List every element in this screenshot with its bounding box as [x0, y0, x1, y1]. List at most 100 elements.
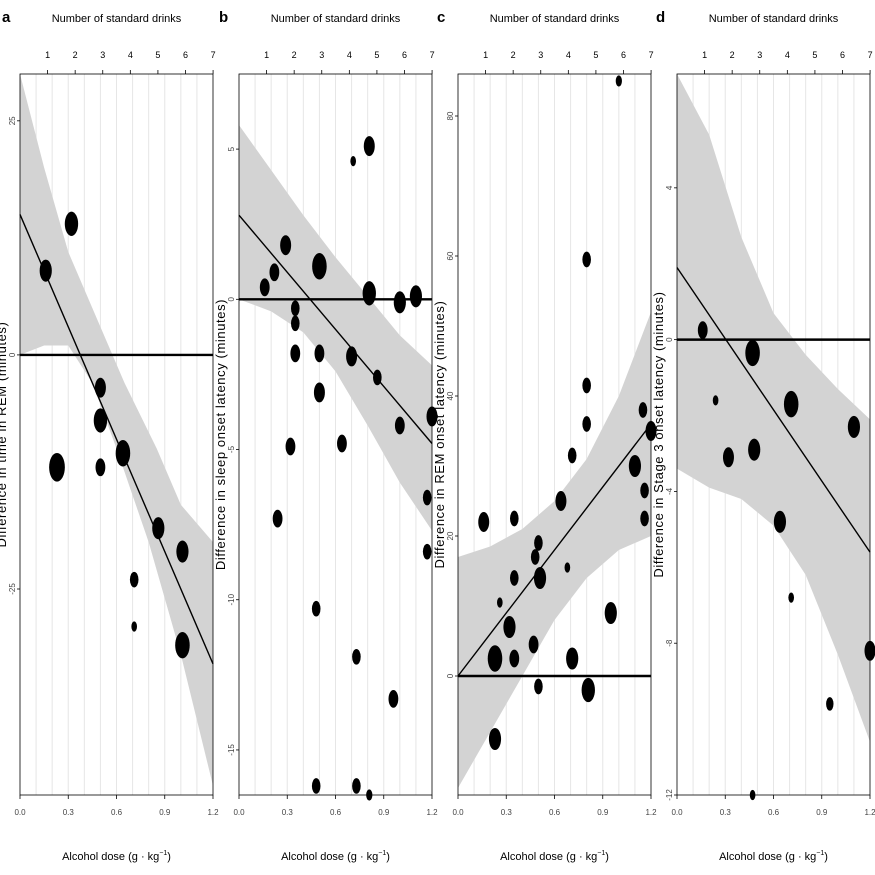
regression-line [19, 214, 214, 665]
top-axis-title: Number of standard drinks [271, 13, 401, 25]
x-tick-label: 0.0 [671, 808, 683, 817]
data-point [582, 251, 591, 268]
top-tick-label: 3 [757, 50, 762, 60]
data-point [788, 592, 795, 603]
data-point [64, 211, 79, 236]
data-point [509, 649, 520, 668]
top-tick-label: 6 [183, 50, 188, 60]
x-axis-title-close: ) [605, 851, 609, 863]
y-tick-label: 80 [446, 111, 455, 120]
data-point [745, 339, 760, 367]
data-point [530, 549, 540, 565]
data-point [39, 259, 52, 282]
confidence-band [677, 74, 870, 742]
data-point [582, 416, 591, 432]
panel-c: 0.0 0.3 0.6 0.9 1.2 80 60 40 20 0 1 2 3 4 5 6 7 Number of… [432, 9, 657, 863]
x-tick-label: 0.0 [14, 808, 26, 817]
x-axis-title-close: ) [386, 851, 390, 863]
confidence-band [20, 74, 213, 786]
top-tick-label: 3 [538, 50, 543, 60]
x-tick-label: 0.3 [501, 808, 513, 817]
data-point [712, 395, 719, 406]
x-tick-label: 0.9 [159, 808, 171, 817]
data-point [94, 377, 106, 398]
data-point [115, 440, 131, 467]
data-point [564, 562, 571, 573]
x-axis-title-main: Alcohol dose (g · kg [281, 851, 378, 863]
data-point [394, 416, 405, 435]
y-tick-label: -10 [227, 593, 236, 605]
data-point [581, 677, 595, 703]
top-tick-label: 4 [566, 50, 571, 60]
data-point [826, 697, 834, 711]
x-axis-title: Alcohol dose (g · kg−1) [281, 850, 390, 863]
x-tick-label: 1.2 [426, 808, 438, 817]
x-axis-title-superscript: −1 [597, 850, 605, 857]
top-axis-title: Number of standard drinks [709, 13, 839, 25]
data-point [615, 75, 622, 87]
y-tick-label: 40 [446, 391, 455, 400]
y-axis-title: Difference in sleep onset latency (minut… [213, 299, 228, 570]
top-tick-label: 3 [319, 50, 324, 60]
data-point [567, 447, 577, 464]
y-tick-label: 0 [8, 352, 17, 357]
top-tick-label: 6 [621, 50, 626, 60]
data-point [533, 566, 547, 590]
data-point [528, 635, 539, 654]
regression-line [676, 267, 871, 553]
data-point [722, 447, 734, 468]
x-axis-title: Alcohol dose (g · kg−1) [719, 850, 828, 863]
data-point [352, 648, 361, 665]
data-point [422, 489, 432, 506]
panel-a: 0.0 0.3 0.6 0.9 1.2 25 0 -25 1 2 3 4 5 6 7 Number of st… [0, 9, 219, 863]
y-axis-title: Difference in time in REM (minutes) [0, 322, 9, 548]
x-tick-label: 0.9 [816, 808, 828, 817]
top-tick-label: 5 [593, 50, 598, 60]
data-point [497, 597, 503, 608]
x-tick-label: 0.3 [720, 808, 732, 817]
regression-line [238, 214, 433, 444]
y-tick-label: -25 [8, 583, 17, 595]
data-point [175, 631, 190, 659]
x-tick-label: 0.6 [768, 808, 780, 817]
top-tick-label: 1 [264, 50, 269, 60]
data-point [582, 377, 591, 394]
data-point [509, 570, 519, 586]
data-point [176, 540, 189, 563]
data-point [640, 510, 649, 527]
top-tick-label: 3 [100, 50, 105, 60]
data-point [269, 263, 280, 282]
data-point [373, 369, 382, 386]
x-tick-label: 1.2 [864, 808, 875, 817]
data-point [422, 543, 432, 560]
top-tick-label: 2 [292, 50, 297, 60]
y-tick-label: 5 [227, 146, 236, 151]
top-tick-label: 2 [511, 50, 516, 60]
data-point [290, 344, 301, 363]
top-tick-label: 1 [483, 50, 488, 60]
data-point [290, 315, 300, 332]
data-point [409, 285, 422, 308]
data-point [555, 491, 567, 511]
top-tick-label: 2 [73, 50, 78, 60]
data-point [638, 402, 648, 418]
data-point [285, 437, 296, 456]
panel-letter: b [219, 9, 228, 26]
x-axis-title-superscript: −1 [378, 850, 386, 857]
data-point [93, 408, 108, 433]
data-point [362, 281, 376, 306]
top-tick-label: 7 [649, 50, 654, 60]
y-tick-label: 20 [446, 531, 455, 540]
data-point [49, 452, 65, 482]
top-tick-label: 7 [211, 50, 216, 60]
x-tick-label: 0.9 [597, 808, 609, 817]
confidence-band [239, 125, 432, 531]
top-tick-label: 1 [702, 50, 707, 60]
x-tick-label: 0.6 [111, 808, 123, 817]
data-point [509, 510, 519, 527]
y-tick-label: -4 [665, 487, 674, 495]
data-point [129, 571, 139, 588]
y-tick-label: 25 [8, 116, 17, 125]
x-axis-title-main: Alcohol dose (g · kg [500, 851, 597, 863]
